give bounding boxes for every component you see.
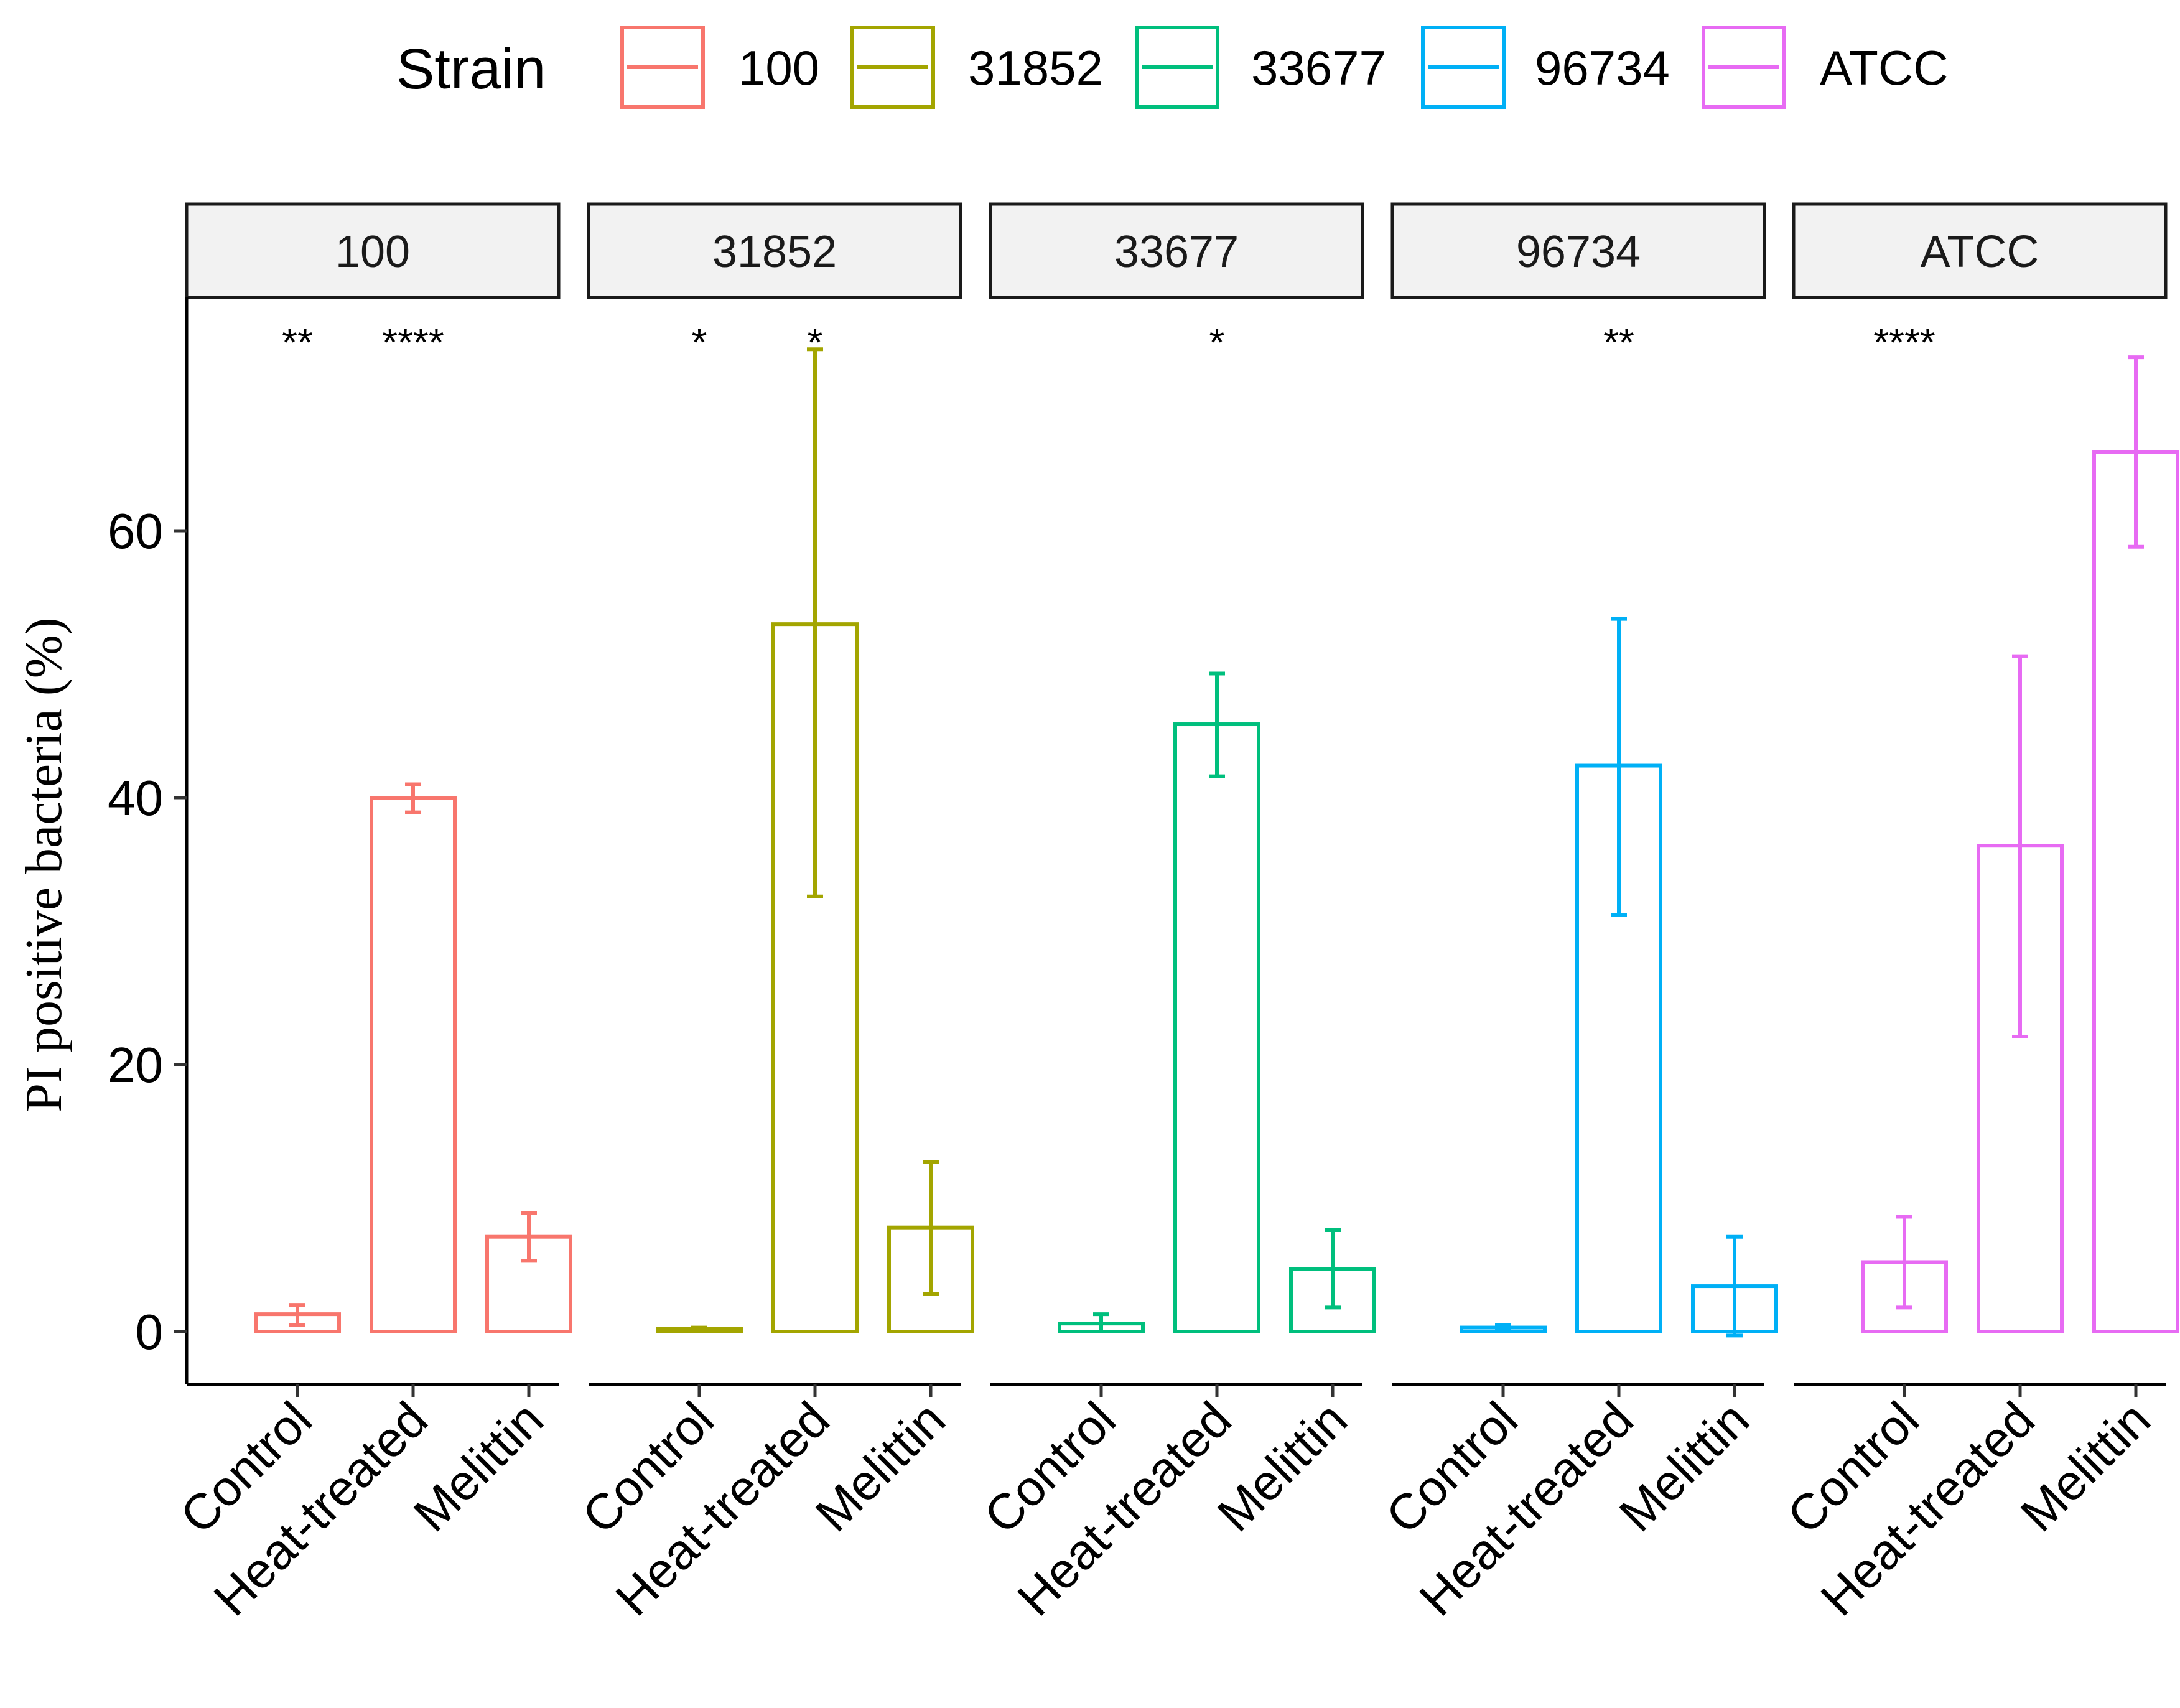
significance-label: **** [382,320,444,365]
strip-label: ATCC [1921,227,2039,277]
legend-key-box [850,26,935,109]
legend-item-33677: 33677 [1135,26,1386,109]
x-tick-label: Melittin [2010,1391,2161,1542]
legend-label: ATCC [1820,40,1949,95]
legend-label: 31852 [968,40,1103,95]
strip-box [989,202,1364,299]
strip-label: 96734 [1516,227,1641,277]
strip-box [185,202,561,299]
x-tick-label: Melittin [1207,1391,1358,1542]
legend-label: 33677 [1251,40,1386,95]
bar-heat-treated [1173,722,1260,1333]
legend-key-box [620,26,705,109]
legend-item-31852: 31852 [850,26,1103,109]
strip-box [587,202,962,299]
facet-panels: 100**Control****Heat-treatedMelittin3185… [170,202,2179,1626]
strip-box [1792,202,2168,299]
significance-label: * [808,320,823,365]
legend-key-box [1135,26,1219,109]
strip-label: 100 [335,227,410,277]
significance-label: ** [1603,320,1634,365]
legend-label: 96734 [1535,40,1670,95]
strip-label: 31852 [712,227,837,277]
x-tick-label: Melittin [403,1391,554,1542]
legend-item-96734: 96734 [1421,26,1670,109]
significance-label: ** [282,320,313,365]
y-axis-title: PI positive bacteria (%) [15,617,73,1112]
legend-item-ATCC: ATCC [1702,26,1949,109]
strip-box [1390,202,1766,299]
y-tick-label: 60 [108,503,163,559]
x-tick-label: Melittin [805,1391,956,1542]
legend-label: 100 [738,40,819,95]
legend-item-100: 100 [620,26,819,109]
legend: Strain 100 31852 33677 96734 ATCC [396,26,1949,109]
significance-label: * [692,320,707,365]
legend-key-box [1702,26,1786,109]
legend-key-box [1421,26,1506,109]
bar-heat-treated [370,796,457,1333]
y-tick-label: 40 [108,770,163,826]
bar-melittin [2092,450,2179,1334]
strip-label: 33677 [1114,227,1239,277]
y-tick-label: 20 [108,1037,163,1093]
legend-title: Strain [396,37,546,101]
y-tick-label: 0 [136,1304,164,1360]
significance-label: **** [1873,320,1935,365]
y-axis: 0 20 40 60 PI positive bacteria (%) [15,297,189,1384]
significance-label: * [1209,320,1225,365]
x-tick-label: Melittin [1609,1391,1759,1542]
